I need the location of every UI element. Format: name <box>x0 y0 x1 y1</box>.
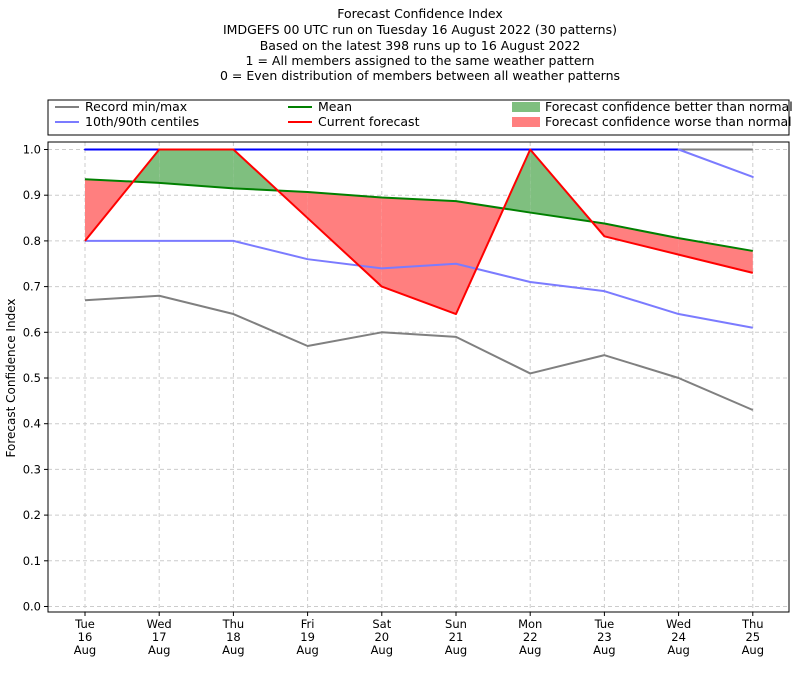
x-tick-label: 18 <box>226 630 241 644</box>
y-tick-label: 1.0 <box>23 143 41 157</box>
y-tick-label: 0.9 <box>23 188 41 202</box>
y-tick-label: 0.1 <box>23 554 41 568</box>
axes: 0.00.10.20.30.40.50.60.70.80.91.0Tue16Au… <box>23 141 790 657</box>
x-tick-label: 25 <box>745 630 760 644</box>
record-min-line <box>84 294 754 411</box>
centile-90-segment <box>677 148 754 178</box>
x-tick-label: Sun <box>445 617 467 631</box>
legend-swatch <box>512 102 540 112</box>
chart-title: Forecast Confidence Index IMDGEFS 00 UTC… <box>220 6 620 83</box>
y-tick-label: 0.2 <box>23 508 41 522</box>
y-tick-label: 0.7 <box>23 280 41 294</box>
current-forecast-line <box>84 148 754 316</box>
x-tick-label: Aug <box>742 643 764 657</box>
better-than-normal-area <box>159 149 234 189</box>
worse-than-normal-area <box>307 192 382 287</box>
title-line-3: Based on the latest 398 runs up to 16 Au… <box>260 38 581 53</box>
legend-label: Record min/max <box>85 99 187 114</box>
title-line-2: IMDGEFS 00 UTC run on Tuesday 16 August … <box>223 22 617 37</box>
series-lines <box>84 148 754 411</box>
plot-frame <box>47 141 790 613</box>
title-line-5: 0 = Even distribution of members between… <box>220 68 620 83</box>
worse-than-normal-area <box>604 223 679 255</box>
x-tick-label: 19 <box>300 630 315 644</box>
mean-line <box>84 178 753 252</box>
x-tick-label: 21 <box>449 630 464 644</box>
x-tick-label: Aug <box>667 643 689 657</box>
x-tick-label: Tue <box>74 617 95 631</box>
x-tick-label: Thu <box>222 617 245 631</box>
x-tick-label: 17 <box>152 630 167 644</box>
x-tick-label: Fri <box>301 617 315 631</box>
worse-than-normal-area <box>678 238 753 273</box>
y-tick-label: 0.0 <box>23 600 41 614</box>
legend-label: Forecast confidence worse than normal <box>545 114 792 129</box>
y-tick-label: 0.5 <box>23 371 41 385</box>
x-tick-label: Wed <box>666 617 691 631</box>
title-line-1: Forecast Confidence Index <box>337 6 503 21</box>
legend-box <box>47 99 790 136</box>
legend-label: Forecast confidence better than normal <box>545 99 793 114</box>
x-tick-label: Wed <box>147 617 172 631</box>
legend-label: 10th/90th centiles <box>85 114 199 129</box>
x-tick-label: 20 <box>374 630 389 644</box>
x-tick-label: Thu <box>741 617 764 631</box>
x-tick-label: Tue <box>594 617 615 631</box>
x-tick-label: Aug <box>296 643 318 657</box>
y-tick-label: 0.6 <box>23 325 41 339</box>
confidence-fills <box>85 149 753 315</box>
x-tick-label: Aug <box>148 643 170 657</box>
x-tick-label: Aug <box>371 643 393 657</box>
x-tick-label: Mon <box>518 617 542 631</box>
worse-than-normal-area <box>381 197 456 315</box>
legend-label: Current forecast <box>318 114 420 129</box>
x-tick-label: Aug <box>222 643 244 657</box>
legend-swatch <box>512 117 540 127</box>
y-tick-label: 0.3 <box>23 462 41 476</box>
y-tick-label: 0.4 <box>23 417 41 431</box>
legend-label: Mean <box>318 99 352 114</box>
title-line-4: 1 = All members assigned to the same wea… <box>246 53 595 68</box>
x-tick-label: Aug <box>519 643 541 657</box>
y-axis-label: Forecast Confidence Index <box>4 299 18 458</box>
centile-10-line <box>85 239 753 329</box>
x-tick-label: Aug <box>593 643 615 657</box>
x-tick-label: Aug <box>445 643 467 657</box>
x-tick-label: Aug <box>74 643 96 657</box>
x-tick-label: 22 <box>523 630 538 644</box>
x-tick-label: 16 <box>78 630 93 644</box>
x-tick-label: 23 <box>597 630 612 644</box>
x-tick-label: 24 <box>671 630 686 644</box>
y-tick-label: 0.8 <box>23 234 41 248</box>
x-tick-label: Sat <box>372 617 391 631</box>
